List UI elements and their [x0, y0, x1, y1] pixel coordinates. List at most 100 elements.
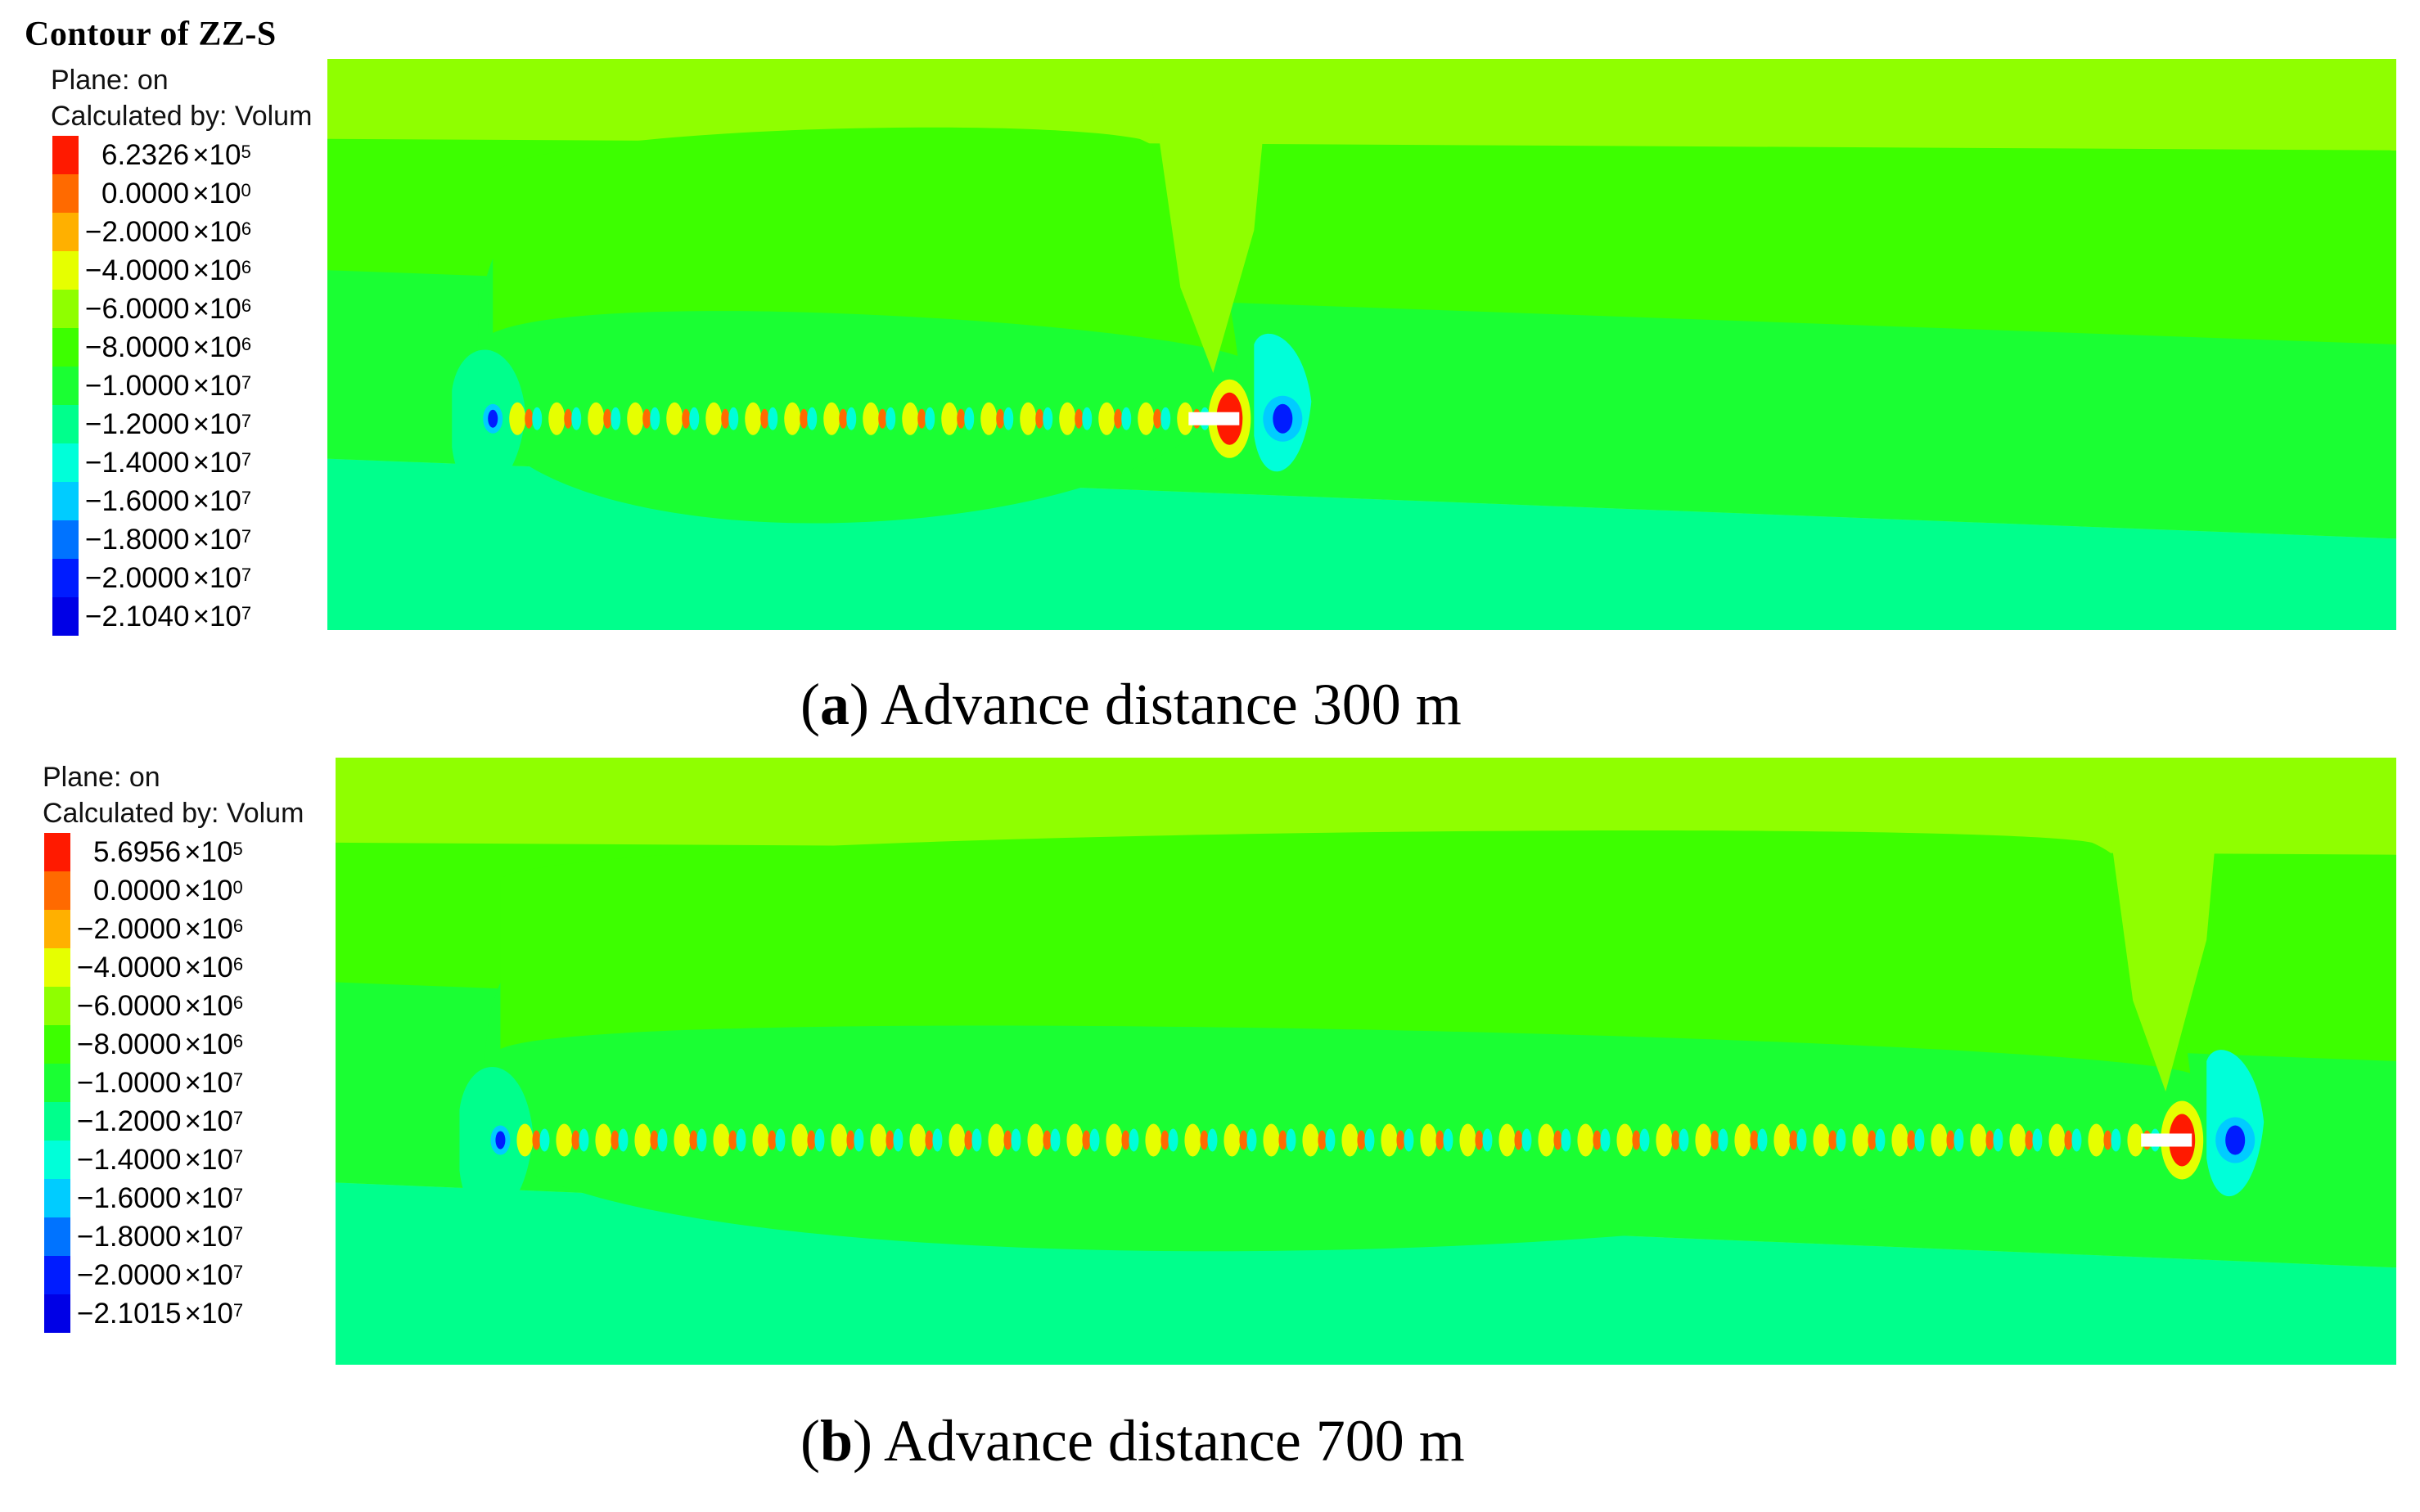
caption-letter-b: b [819, 1408, 854, 1474]
legend-label: 5.6956 ×105 [93, 833, 243, 871]
seam-dot [516, 1123, 534, 1157]
seam-dot [831, 1123, 848, 1157]
colorbar-swatch [44, 833, 70, 871]
legend-label: 6.2326 ×105 [101, 136, 251, 174]
seam-dot-core [1789, 1130, 1798, 1150]
seam-dot [988, 1123, 1005, 1157]
seam-dot-low [1050, 1128, 1061, 1152]
contour-title: Contour of ZZ-S [25, 16, 277, 53]
colorbar-swatch [44, 987, 70, 1025]
seam-dot-low [1796, 1128, 1807, 1152]
seam-dot-low [571, 407, 582, 430]
legend-exponent: 0 [241, 180, 251, 200]
legend-label: −1.4000 ×107 [77, 1141, 243, 1179]
seam-dot-core [964, 1130, 973, 1150]
seam-dot-low [1679, 1128, 1689, 1152]
legend-label: 0.0000 ×100 [93, 871, 243, 910]
legend-mantissa: −8.0000 [85, 331, 190, 363]
contour-plot-b [336, 758, 2396, 1365]
legend-exponent: 6 [232, 954, 244, 974]
legend-exponent: 5 [232, 839, 243, 859]
legend-label: −6.0000 ×106 [77, 987, 243, 1025]
seam-dot [1059, 402, 1076, 435]
legend-exponent: 7 [241, 372, 252, 393]
seam-dot [863, 402, 880, 435]
seam-dot-low [854, 1128, 864, 1152]
seam-dot [705, 402, 723, 435]
seam-dot-low [1521, 1128, 1532, 1152]
seam-dot-core [925, 1130, 934, 1150]
legend-base: ×10 [192, 485, 241, 517]
seam-dot-core [839, 408, 848, 429]
seam-dot [1302, 1123, 1319, 1157]
seam-dot-low [1639, 1128, 1650, 1152]
seam-dot [784, 402, 801, 435]
seam-dot [941, 402, 958, 435]
seam-dot [509, 402, 526, 435]
seam-dot [1224, 1123, 1241, 1157]
colorbar-b [44, 833, 70, 1333]
seam-dot-low [1561, 1128, 1571, 1152]
legend-base: ×10 [192, 601, 241, 632]
seam-dot-low [1129, 1128, 1139, 1152]
legend-mantissa: −2.0000 [77, 1259, 182, 1291]
legend-mantissa: −1.6000 [77, 1182, 182, 1214]
legend-exponent: 7 [232, 1146, 244, 1167]
legend-label: −1.8000 ×107 [85, 520, 251, 559]
calc-label-a: Calculated by: Volum [51, 101, 313, 132]
colorbar-swatch [52, 443, 79, 482]
legend-exponent: 7 [232, 1262, 244, 1282]
seam-dot [1263, 1123, 1280, 1157]
seam-dot-low [736, 1128, 746, 1152]
seam-dot [548, 402, 566, 435]
legend-mantissa: −6.0000 [85, 293, 190, 325]
seam-dot [595, 1123, 612, 1157]
seam-dot-core [760, 408, 769, 429]
seam-dot-low [1160, 407, 1171, 430]
seam-dot-core [603, 408, 612, 429]
legend-base: ×10 [184, 990, 233, 1022]
seam-dot-core [1153, 408, 1162, 429]
seam-dot [634, 1123, 651, 1157]
mined-opening [1188, 412, 1240, 425]
seam-dot-core [1239, 1130, 1248, 1150]
legend-base: ×10 [192, 331, 241, 363]
seam-dot [588, 402, 605, 435]
seam-dot-core [2025, 1130, 2034, 1150]
seam-dot [1616, 1123, 1634, 1157]
legend-base: ×10 [184, 1105, 233, 1137]
seam-dot-core [650, 1130, 659, 1150]
legend-base: ×10 [192, 139, 241, 171]
seam-dot-low [689, 407, 700, 430]
colorbar-swatch [52, 367, 79, 405]
legend-mantissa: −2.1040 [85, 601, 190, 632]
legend-exponent: 6 [241, 334, 252, 354]
seam-dot [1098, 402, 1115, 435]
seam-dot-low [1404, 1128, 1414, 1152]
contour-panel-a [327, 59, 2396, 630]
seam-dot-low [1043, 407, 1053, 430]
seam-dot [627, 402, 644, 435]
legend-label: −8.0000 ×106 [85, 328, 251, 367]
seam-dot-core [1907, 1130, 1916, 1150]
seam-dot-core [1003, 1130, 1012, 1150]
seam-dot [902, 402, 919, 435]
legend-mantissa: −1.2000 [77, 1105, 182, 1137]
seam-dot [1184, 1123, 1201, 1157]
legend-exponent: 7 [232, 1069, 244, 1090]
seam-dot-core [846, 1130, 855, 1150]
seam-dot-core [1114, 408, 1123, 429]
zone-relief-column [2100, 758, 2224, 1092]
caption-text-a: Advance distance 300 m [868, 672, 1462, 737]
seam-dot-core [1396, 1130, 1405, 1150]
seam-dot [745, 402, 762, 435]
seam-dot-low [1600, 1128, 1611, 1152]
seam-dot-core [886, 1130, 895, 1150]
seam-dot [1773, 1123, 1791, 1157]
seam-dot-core [682, 408, 691, 429]
legend-exponent: 7 [241, 488, 252, 508]
legend-mantissa: −6.0000 [77, 990, 182, 1022]
seam-dot-low [964, 407, 975, 430]
calc-label-b: Calculated by: Volum [43, 798, 304, 829]
zone-goaf-upper [493, 127, 1238, 356]
